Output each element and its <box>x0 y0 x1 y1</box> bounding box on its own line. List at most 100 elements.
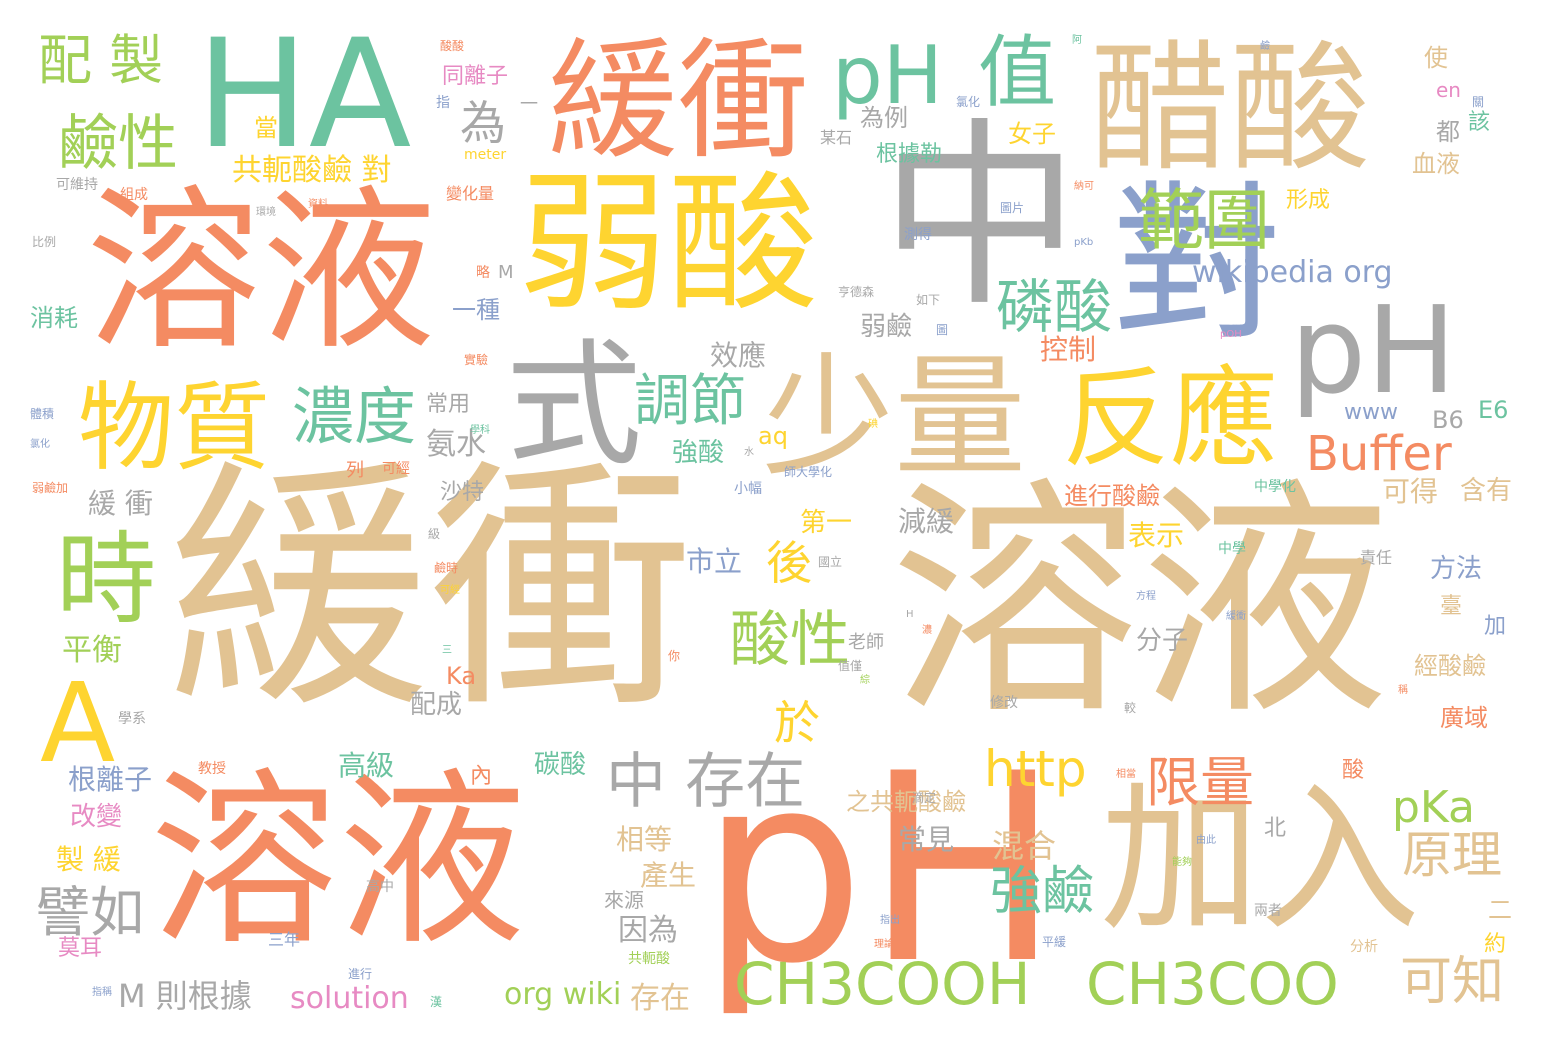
cloud-word: B6 <box>1432 406 1464 434</box>
cloud-word: 理論 <box>874 939 894 950</box>
cloud-word: 如下 <box>916 293 941 307</box>
cloud-word: 約 <box>1484 932 1507 957</box>
cloud-word: 圖 <box>936 323 949 337</box>
cloud-word: 控制 <box>1040 333 1097 366</box>
cloud-word: 修改 <box>990 695 1018 711</box>
cloud-word: 莫耳 <box>58 936 103 961</box>
cloud-word: 減緩 <box>898 505 955 538</box>
cloud-word: 級 <box>428 527 441 541</box>
cloud-word: 強鹼 <box>990 862 1095 922</box>
cloud-word: 改變 <box>70 802 123 832</box>
cloud-word: 可維持 <box>56 177 98 193</box>
cloud-word: 稱 <box>1398 685 1408 696</box>
cloud-word: 產生 <box>640 859 697 892</box>
cloud-word: 內 <box>470 764 493 789</box>
cloud-word: M <box>498 262 514 283</box>
cloud-word: 水 <box>744 447 754 458</box>
cloud-word: www <box>1344 400 1398 425</box>
cloud-word: 緩衝 <box>1226 611 1246 622</box>
cloud-word: 譬如 <box>36 881 144 944</box>
cloud-word: 酸性 <box>730 605 850 675</box>
cloud-word: 氯化 <box>956 95 981 109</box>
cloud-word: 原理 <box>1402 826 1502 884</box>
cloud-word: 效應 <box>710 339 767 372</box>
cloud-word: 北 <box>1264 816 1287 841</box>
cloud-word: 老師 <box>848 632 884 653</box>
cloud-word: HA <box>196 8 412 182</box>
cloud-word: 都 <box>1436 118 1460 146</box>
cloud-word: pKb <box>1074 237 1094 248</box>
cloud-word: 中學 <box>1218 541 1246 557</box>
cloud-word: 納可 <box>1074 181 1094 192</box>
cloud-word: 鹼時 <box>434 561 459 575</box>
cloud-word: 實驗 <box>464 353 489 367</box>
cloud-word: 來源 <box>604 888 644 912</box>
cloud-word: 能夠 <box>1172 857 1192 868</box>
cloud-word: 三年 <box>268 930 301 949</box>
cloud-word: 濃 <box>922 625 932 636</box>
cloud-word: pOH <box>1220 329 1242 340</box>
cloud-word: E6 <box>1478 396 1509 424</box>
cloud-word: wikipedia org <box>1192 255 1393 290</box>
cloud-word: 進行酸鹼 <box>1064 482 1160 510</box>
cloud-word: 限量 <box>1146 751 1254 814</box>
cloud-word: 溶液 <box>890 457 1390 748</box>
cloud-word: 強酸 <box>672 438 725 468</box>
cloud-word: 配 製 <box>38 29 164 92</box>
cloud-word: 常見 <box>898 823 955 856</box>
cloud-word: 分子 <box>1136 626 1189 656</box>
cloud-word: CH3COO <box>1086 950 1339 1018</box>
cloud-word: pH <box>1290 282 1457 421</box>
cloud-word: 可知 <box>1400 952 1505 1012</box>
cloud-word: 列 <box>346 460 364 481</box>
cloud-word: 相等 <box>616 823 673 856</box>
cloud-word: 混合 <box>992 827 1057 865</box>
cloud-word: meter <box>464 147 507 163</box>
cloud-word: 可經 <box>440 585 460 596</box>
cloud-word: 一種 <box>452 296 500 324</box>
cloud-word: 指出 <box>880 915 900 926</box>
cloud-word: 磷酸 <box>996 273 1113 341</box>
cloud-word: 碘 <box>868 419 878 430</box>
cloud-word: H <box>906 609 914 620</box>
cloud-word: 醋酸 <box>1090 28 1371 191</box>
cloud-word: 亨德森 <box>838 285 875 299</box>
cloud-word: 進行 <box>348 967 373 981</box>
cloud-word: 關 <box>1472 95 1485 109</box>
cloud-word: 指 <box>436 95 450 111</box>
cloud-word: 沙特 <box>440 480 485 505</box>
cloud-word: 之共軛酸鹼 <box>846 788 966 816</box>
cloud-word: 第一 <box>800 508 853 538</box>
cloud-word: 弱酸 <box>518 158 819 332</box>
cloud-word: CH3COOH <box>734 950 1031 1018</box>
cloud-word: 弱鹼 <box>860 312 913 342</box>
cloud-word: 阿 <box>1072 35 1082 46</box>
cloud-word: 當 <box>254 114 278 142</box>
cloud-word: 少量 <box>762 341 1026 495</box>
cloud-word: 加入 <box>1100 766 1421 953</box>
cloud-word: 鹼 <box>1260 41 1270 52</box>
cloud-word: 根據勒 <box>876 142 943 167</box>
cloud-word: 中學化 <box>1254 479 1296 495</box>
cloud-word: 範圍 <box>1138 182 1270 259</box>
cloud-word: 經酸鹼 <box>1414 652 1486 680</box>
cloud-word: 指稱 <box>92 987 112 998</box>
cloud-word: 體積 <box>30 407 55 421</box>
cloud-word: 消耗 <box>30 304 78 332</box>
cloud-word: 弱鹼加 <box>32 481 69 495</box>
cloud-word: 臺 <box>1440 594 1463 619</box>
cloud-word: 為 <box>460 96 506 150</box>
cloud-word: 比例 <box>32 235 57 249</box>
cloud-word: 平緩 <box>1042 935 1067 949</box>
cloud-word: pH <box>832 29 943 122</box>
cloud-word: 高中 <box>366 879 394 895</box>
cloud-word: 製 緩 <box>56 843 121 876</box>
cloud-word: 兩者 <box>1254 903 1282 919</box>
cloud-word: 緩衝 <box>168 438 692 743</box>
cloud-word: 碳酸 <box>534 750 587 780</box>
cloud-word: 鹼性 <box>58 109 178 179</box>
cloud-word: 可得 <box>1382 475 1439 508</box>
cloud-word: 由此 <box>1196 835 1216 846</box>
cloud-word: 師大學化 <box>784 465 833 479</box>
